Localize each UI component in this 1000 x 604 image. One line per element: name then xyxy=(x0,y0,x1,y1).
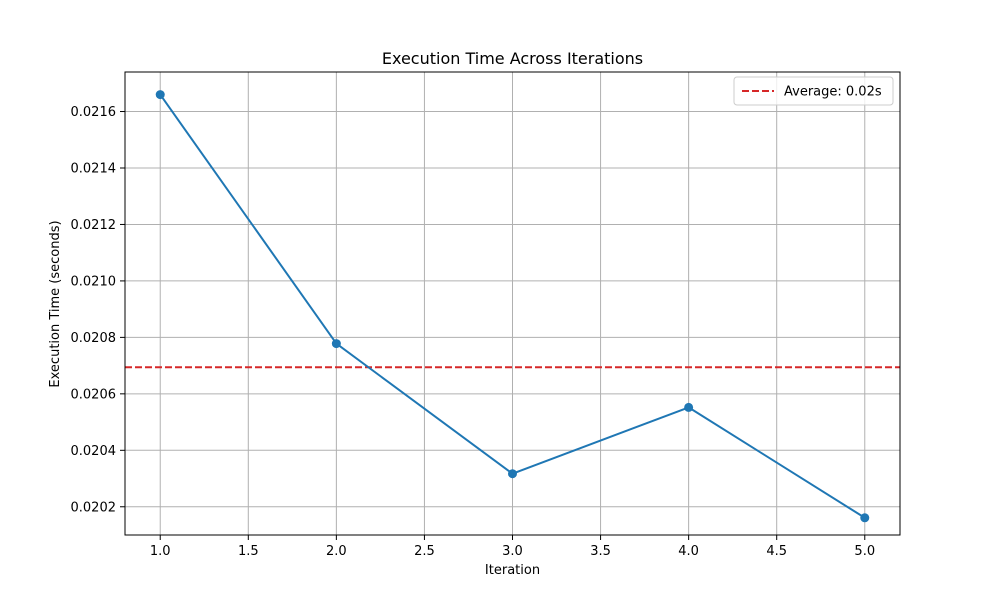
x-tick-label: 5.0 xyxy=(854,544,875,559)
y-tick-label: 0.0206 xyxy=(71,387,117,402)
y-tick-label: 0.0212 xyxy=(71,218,117,233)
x-axis-ticks: 1.0 1.5 2.0 2.5 3.0 3.5 4.0 4.5 5.0 xyxy=(150,535,875,559)
x-tick-label: 3.0 xyxy=(502,544,523,559)
x-tick-label: 4.5 xyxy=(766,544,787,559)
data-point-marker xyxy=(684,402,694,412)
grid-lines xyxy=(125,72,900,535)
y-tick-label: 0.0214 xyxy=(71,161,117,176)
x-tick-label: 3.5 xyxy=(590,544,611,559)
x-tick-label: 1.5 xyxy=(238,544,259,559)
chart-title: Execution Time Across Iterations xyxy=(382,49,643,68)
y-tick-label: 0.0204 xyxy=(71,444,117,459)
data-point-marker xyxy=(155,90,165,100)
y-tick-label: 0.0216 xyxy=(71,105,117,120)
x-axis-label: Iteration xyxy=(485,563,540,578)
x-tick-label: 2.0 xyxy=(326,544,347,559)
data-point-marker xyxy=(508,469,517,479)
legend-label-average: Average: 0.02s xyxy=(784,85,882,100)
y-tick-label: 0.0202 xyxy=(71,500,117,515)
data-point-marker xyxy=(860,513,870,523)
x-tick-label: 4.0 xyxy=(678,544,699,559)
series-layer xyxy=(155,90,870,523)
x-tick-label: 2.5 xyxy=(414,544,435,559)
data-point-marker xyxy=(331,339,341,349)
y-tick-label: 0.0210 xyxy=(71,274,117,289)
y-axis-label: Execution Time (seconds) xyxy=(48,220,63,387)
legend-box xyxy=(733,76,894,106)
legend: Average: 0.02s xyxy=(733,76,894,106)
y-tick-label: 0.0208 xyxy=(71,331,117,346)
x-tick-label: 1.0 xyxy=(150,544,171,559)
y-axis-ticks: 0.0202 0.0204 0.0206 0.0208 0.0210 0.0212 0.02… xyxy=(71,105,125,515)
